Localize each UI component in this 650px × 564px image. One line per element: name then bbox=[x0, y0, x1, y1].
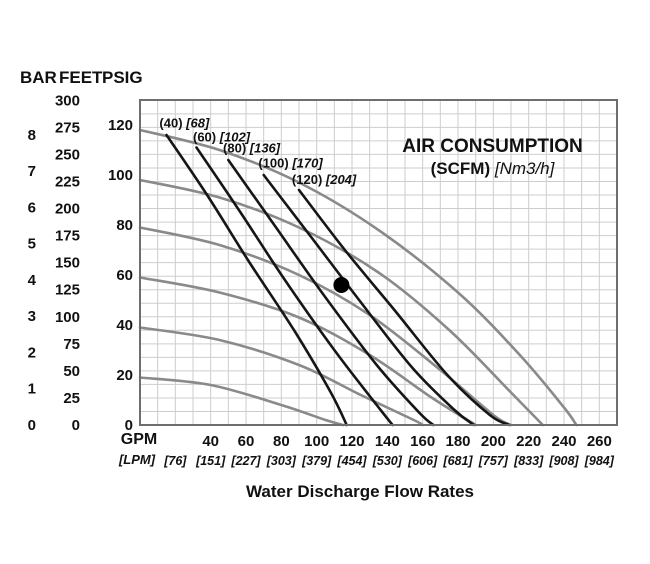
gpm-tick-label: 40 bbox=[202, 433, 219, 450]
bar-tick-label: 8 bbox=[28, 127, 36, 144]
water-curve-100psi bbox=[138, 178, 545, 427]
gpm-tick-label: 200 bbox=[481, 433, 506, 450]
lpm-tick-label: [303] bbox=[266, 454, 297, 468]
air-curve-(80) bbox=[227, 158, 435, 427]
lpm-tick-label: [908] bbox=[548, 454, 579, 468]
psig-tick-label: 80 bbox=[116, 217, 133, 234]
psig-axis-header: PSIG bbox=[102, 68, 143, 87]
bar-tick-label: 6 bbox=[28, 199, 36, 216]
water-curve-20psi bbox=[138, 376, 345, 427]
psig-tick-label: 60 bbox=[116, 267, 133, 284]
bar-tick-label: 5 bbox=[28, 236, 36, 253]
legend-units: (SCFM) [Nm3/h] bbox=[390, 158, 595, 180]
lpm-tick-label: [530] bbox=[372, 454, 403, 468]
legend-title: AIR CONSUMPTION bbox=[402, 136, 583, 157]
feet-axis-header: FEET bbox=[59, 68, 103, 87]
gpm-tick-label: 120 bbox=[339, 433, 364, 450]
air-curve-label-(100): (100) [170] bbox=[258, 156, 323, 171]
lpm-tick-label: [606] bbox=[407, 454, 438, 468]
air-curve-(100) bbox=[262, 173, 476, 427]
water-curve-80psi bbox=[138, 226, 513, 427]
feet-tick-label: 25 bbox=[63, 390, 80, 407]
air-curve-label-(60): (60) [102] bbox=[193, 129, 251, 144]
psig-tick-label: 0 bbox=[125, 417, 133, 434]
gpm-tick-label: 180 bbox=[445, 433, 470, 450]
bar-tick-label: 0 bbox=[28, 417, 36, 434]
gpm-tick-label: 240 bbox=[551, 433, 576, 450]
bar-axis-header: BAR bbox=[20, 68, 57, 87]
lpm-tick-label: [151] bbox=[195, 454, 226, 468]
lpm-tick-label: [757] bbox=[478, 454, 509, 468]
air-curve-(40) bbox=[165, 133, 348, 427]
x-axis-title: Water Discharge Flow Rates bbox=[246, 482, 474, 501]
feet-tick-label: 0 bbox=[72, 417, 80, 434]
gpm-tick-label: 140 bbox=[375, 433, 400, 450]
air-curve-(120) bbox=[297, 188, 511, 427]
operating-point-dot bbox=[333, 277, 350, 293]
gpm-tick-label: 100 bbox=[304, 433, 329, 450]
legend-scfm-unit: (SCFM) bbox=[430, 159, 491, 178]
feet-tick-label: 275 bbox=[55, 119, 80, 136]
feet-tick-label: 250 bbox=[55, 146, 80, 163]
bar-tick-label: 4 bbox=[28, 272, 37, 289]
bar-tick-label: 1 bbox=[28, 381, 36, 398]
feet-tick-label: 50 bbox=[63, 363, 80, 380]
water-curve-60psi bbox=[138, 276, 477, 427]
lpm-tick-label: [227] bbox=[230, 454, 261, 468]
gpm-tick-label: 260 bbox=[587, 433, 612, 450]
air-curve-label-(120): (120) [204] bbox=[292, 172, 357, 187]
plot-border bbox=[139, 99, 618, 426]
gpm-tick-label: 60 bbox=[238, 433, 255, 450]
x-axis-lpm-unit: [LPM] bbox=[118, 452, 156, 467]
feet-tick-label: 100 bbox=[55, 309, 80, 326]
feet-tick-label: 300 bbox=[55, 92, 80, 109]
psig-tick-label: 120 bbox=[108, 117, 133, 134]
air-curve-(60) bbox=[195, 146, 394, 427]
legend-nm3h-unit: [Nm3/h] bbox=[494, 159, 555, 178]
air-curve-label-(80): (80) [136] bbox=[223, 141, 281, 156]
air-curve-label-(40): (40) [68] bbox=[159, 116, 210, 131]
psig-tick-label: 100 bbox=[108, 167, 133, 184]
gpm-tick-label: 80 bbox=[273, 433, 290, 450]
x-axis-gpm-unit: GPM bbox=[120, 431, 158, 448]
lpm-tick-label: [833] bbox=[513, 454, 544, 468]
lpm-tick-label: [76] bbox=[163, 454, 187, 468]
bar-tick-label: 7 bbox=[28, 163, 36, 180]
feet-tick-label: 175 bbox=[55, 228, 80, 245]
lpm-tick-label: [681] bbox=[442, 454, 473, 468]
feet-tick-label: 75 bbox=[63, 336, 80, 353]
psig-tick-label: 20 bbox=[116, 367, 133, 384]
air-consumption-legend: AIR CONSUMPTION (SCFM) [Nm3/h] bbox=[390, 136, 595, 180]
psig-tick-label: 40 bbox=[116, 317, 133, 334]
bar-tick-label: 3 bbox=[28, 308, 36, 325]
lpm-tick-label: [984] bbox=[584, 454, 615, 468]
feet-tick-label: 125 bbox=[55, 282, 80, 299]
lpm-tick-label: [379] bbox=[301, 454, 332, 468]
feet-tick-label: 200 bbox=[55, 201, 80, 218]
gpm-tick-label: 220 bbox=[516, 433, 541, 450]
bar-tick-label: 2 bbox=[28, 344, 36, 361]
water-curve-120psi bbox=[138, 128, 578, 427]
gpm-tick-label: 160 bbox=[410, 433, 435, 450]
lpm-tick-label: [454] bbox=[336, 454, 367, 468]
feet-tick-label: 150 bbox=[55, 255, 80, 272]
feet-tick-label: 225 bbox=[55, 173, 80, 190]
